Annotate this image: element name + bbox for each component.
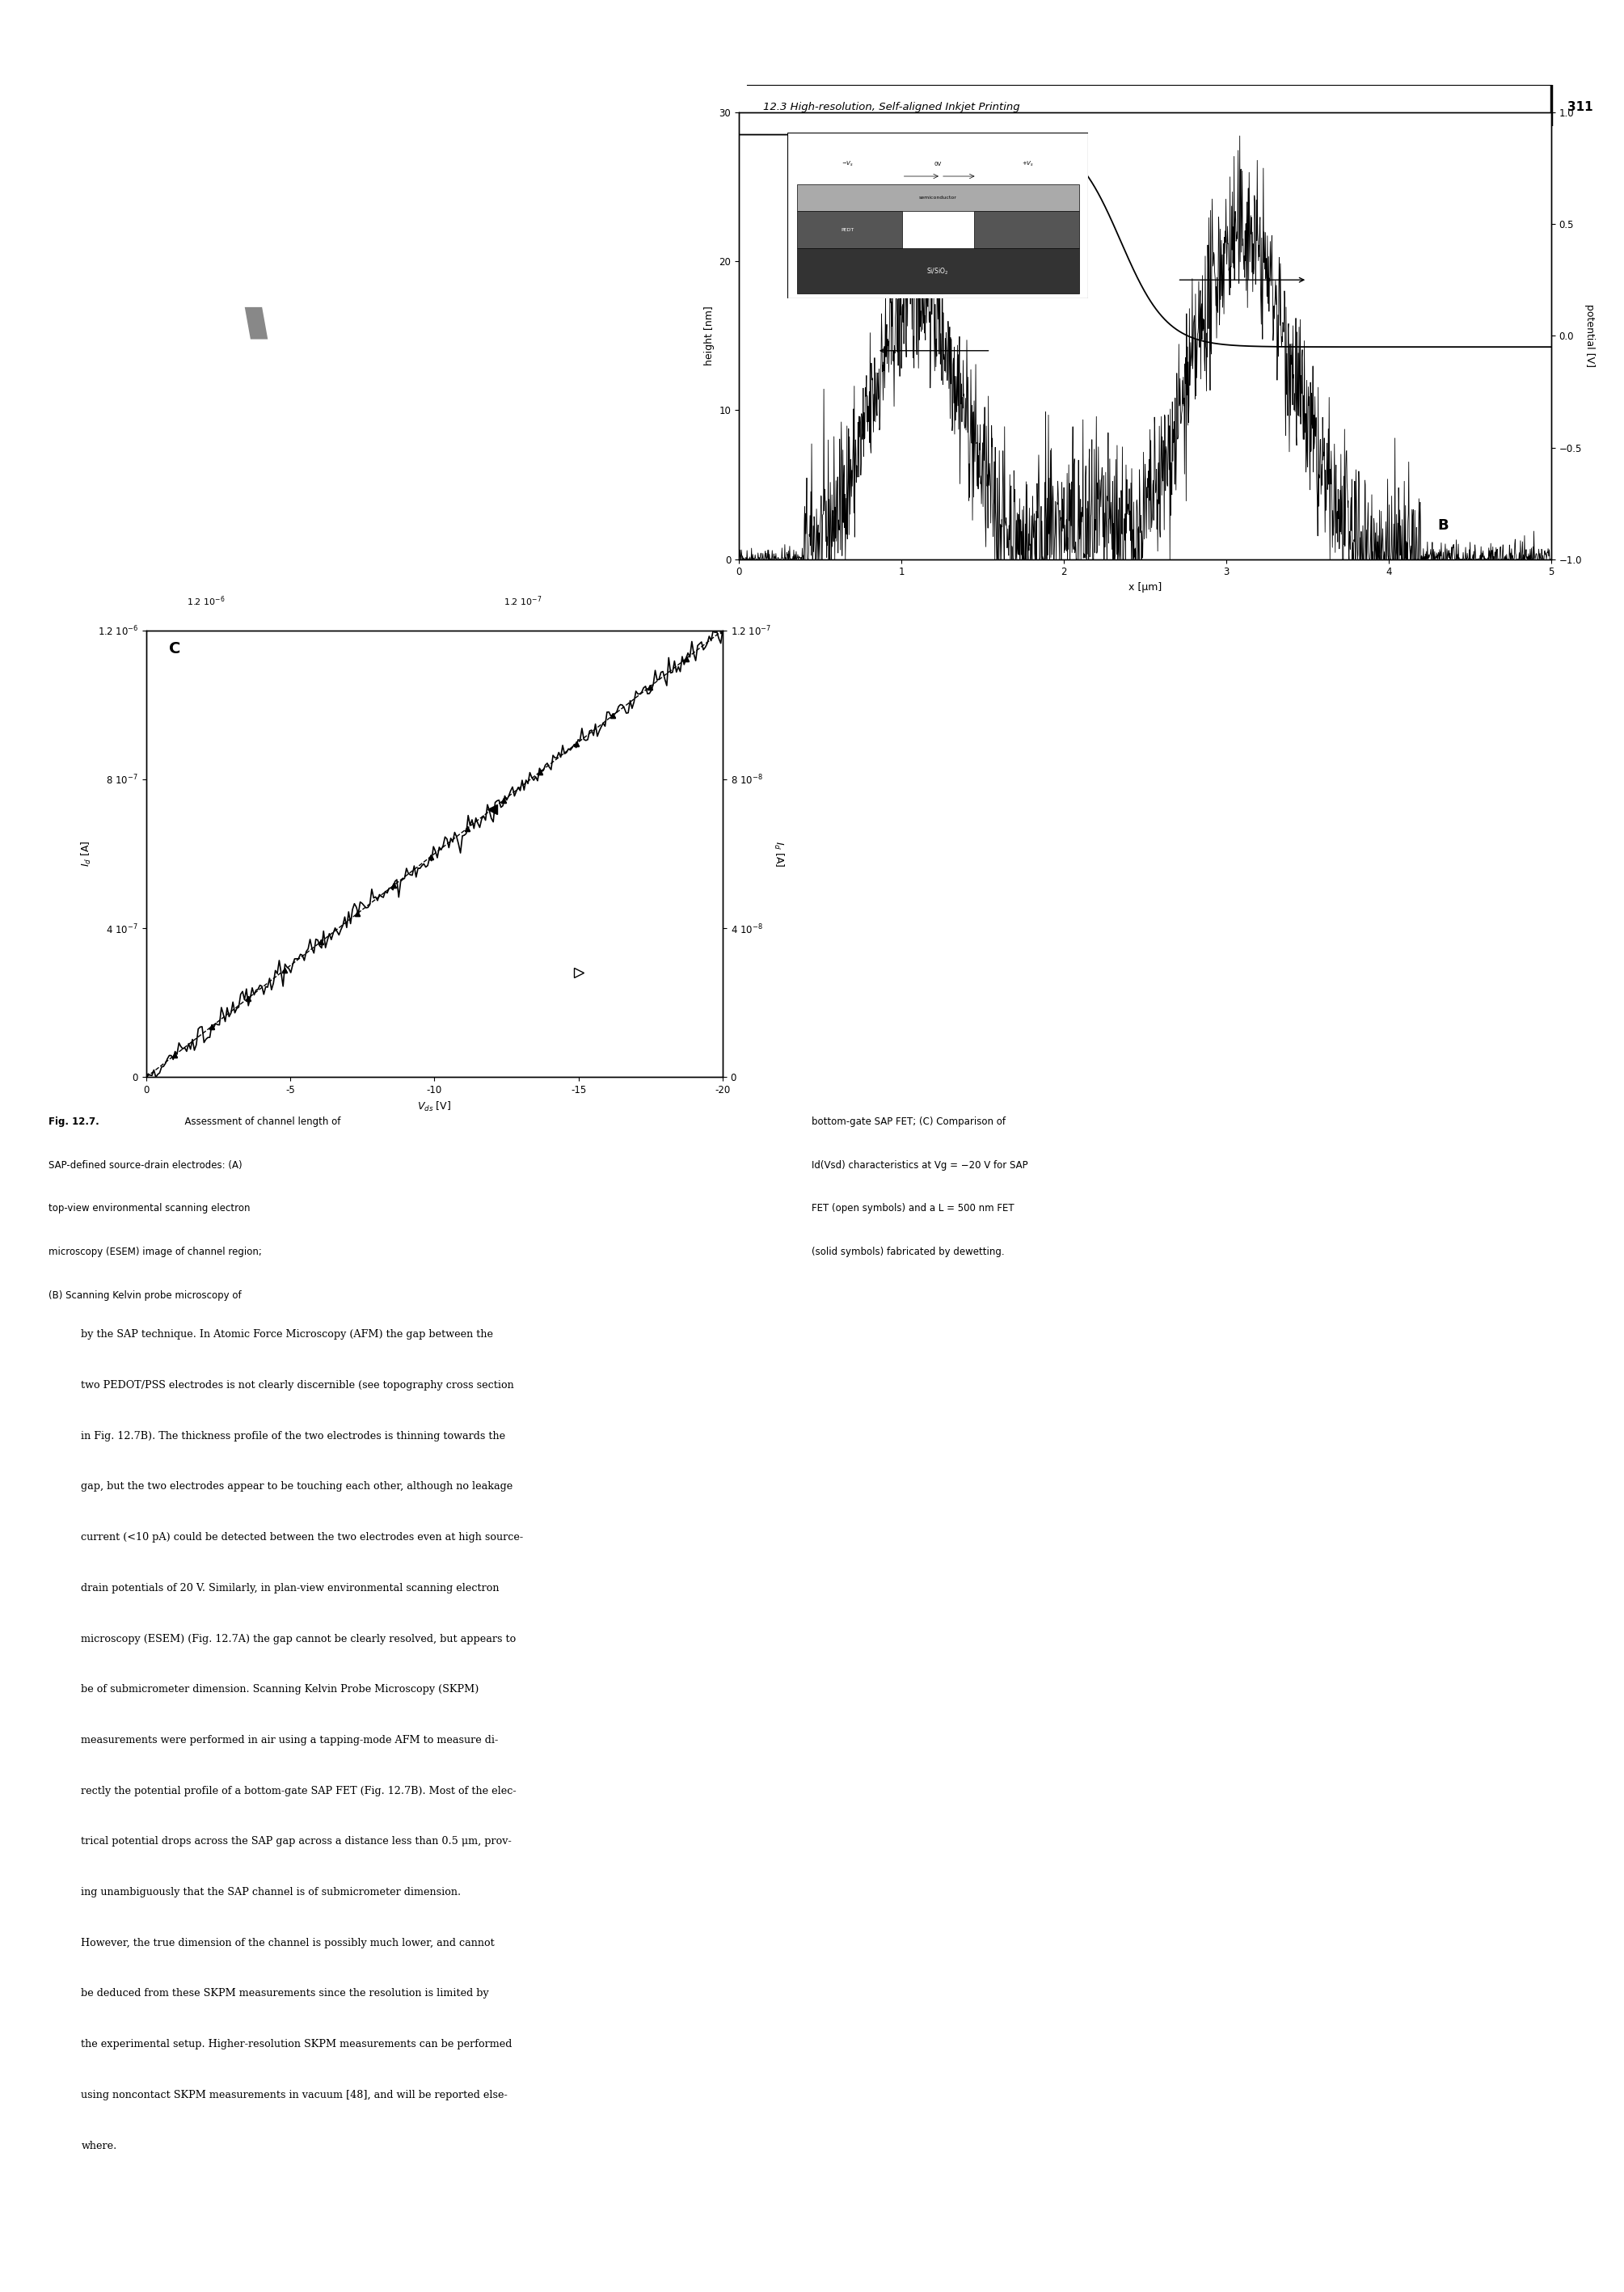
Text: Assessment of channel length of: Assessment of channel length of (179, 1116, 341, 1128)
Bar (797, 248, 1078, 293)
Y-axis label: height [nm]: height [nm] (705, 305, 715, 367)
Polygon shape (338, 101, 424, 559)
Text: SAP-defined source-drain electrodes: (A): SAP-defined source-drain electrodes: (A) (49, 1160, 242, 1171)
Text: top-view environmental scanning electron: top-view environmental scanning electron (49, 1203, 250, 1215)
Text: two PEDOT/PSS electrodes is not clearly discernible (see topography cross sectio: two PEDOT/PSS electrodes is not clearly … (81, 1380, 515, 1391)
Text: gap, but the two electrodes appear to be touching each other, although no leakag: gap, but the two electrodes appear to be… (81, 1481, 513, 1492)
Text: (solid symbols) fabricated by dewetting.: (solid symbols) fabricated by dewetting. (812, 1247, 1005, 1258)
Text: be of submicrometer dimension. Scanning Kelvin Probe Microscopy (SKPM): be of submicrometer dimension. Scanning … (81, 1685, 479, 1694)
Text: 3 D  10000x  f(2) 4 B  G   Cavendish Laboratory           7.00 kV: 3 D 10000x f(2) 4 B G Cavendish Laborato… (67, 550, 224, 555)
Text: drain potentials of 20 V. Similarly, in plan-view environmental scanning electro: drain potentials of 20 V. Similarly, in … (81, 1584, 500, 1593)
Text: 12.3 High-resolution, Self-aligned Inkjet Printing: 12.3 High-resolution, Self-aligned Inkje… (763, 103, 1020, 112)
Text: rectly the potential profile of a bottom-gate SAP FET (Fig. 12.7B). Most of the : rectly the potential profile of a bottom… (81, 1785, 516, 1797)
Text: measurements were performed in air using a tapping-mode AFM to measure di-: measurements were performed in air using… (81, 1735, 499, 1747)
Text: PEDT: PEDT (841, 227, 854, 231)
X-axis label: $V_{ds}$ [V]: $V_{ds}$ [V] (417, 1100, 451, 1114)
Y-axis label: $I_d$ [A]: $I_d$ [A] (771, 841, 784, 866)
Text: C: C (169, 642, 180, 656)
Y-axis label: potential [V]: potential [V] (1585, 305, 1595, 367)
X-axis label: x [μm]: x [μm] (1129, 582, 1161, 594)
Text: B: B (1437, 518, 1449, 532)
Text: 311: 311 (1567, 101, 1593, 115)
Text: 1.2 10$^{-7}$: 1.2 10$^{-7}$ (503, 594, 542, 607)
Polygon shape (797, 186, 1078, 211)
Text: be deduced from these SKPM measurements since the resolution is limited by: be deduced from these SKPM measurements … (81, 1989, 489, 1999)
Polygon shape (245, 307, 268, 339)
Text: 0V: 0V (934, 160, 942, 167)
Text: FET (open symbols) and a L = 500 nm FET: FET (open symbols) and a L = 500 nm FET (812, 1203, 1015, 1215)
Bar (974, 211, 1078, 248)
Text: 5 μm: 5 μm (383, 481, 412, 493)
Text: Spot Magn   Delt  WD  Exp             5 μm             Acc V: Spot Magn Delt WD Exp 5 μm Acc V (67, 534, 203, 539)
Text: Fig. 12.7.: Fig. 12.7. (49, 1116, 99, 1128)
Text: 1.2 10$^{-6}$: 1.2 10$^{-6}$ (187, 594, 226, 607)
Bar (797, 211, 901, 248)
Text: current (<10 pA) could be detected between the two electrodes even at high sourc: current (<10 pA) could be detected betwe… (81, 1531, 523, 1543)
Text: Si/SiO$_2$: Si/SiO$_2$ (927, 266, 948, 277)
Text: semiconductor: semiconductor (919, 195, 957, 199)
Text: using noncontact SKPM measurements in vacuum [48], and will be reported else-: using noncontact SKPM measurements in va… (81, 2090, 508, 2099)
Text: where.: where. (81, 2141, 117, 2150)
Text: trical potential drops across the SAP gap across a distance less than 0.5 μm, pr: trical potential drops across the SAP ga… (81, 1836, 512, 1847)
Text: However, the true dimension of the channel is possibly much lower, and cannot: However, the true dimension of the chann… (81, 1937, 495, 1948)
Y-axis label: $I_d$ [A]: $I_d$ [A] (80, 841, 93, 866)
Text: $-V_s$: $-V_s$ (841, 160, 854, 167)
Text: ing unambiguously that the SAP channel is of submicrometer dimension.: ing unambiguously that the SAP channel i… (81, 1886, 461, 1898)
Text: in Fig. 12.7B). The thickness profile of the two electrodes is thinning towards : in Fig. 12.7B). The thickness profile of… (81, 1430, 505, 1442)
Text: (B) Scanning Kelvin probe microscopy of: (B) Scanning Kelvin probe microscopy of (49, 1290, 242, 1302)
Text: A: A (67, 124, 80, 140)
Text: microscopy (ESEM) (Fig. 12.7A) the gap cannot be clearly resolved, but appears t: microscopy (ESEM) (Fig. 12.7A) the gap c… (81, 1634, 516, 1643)
Text: the experimental setup. Higher-resolution SKPM measurements can be performed: the experimental setup. Higher-resolutio… (81, 2040, 512, 2049)
Text: Id(Vsd) characteristics at Vg = −20 V for SAP: Id(Vsd) characteristics at Vg = −20 V fo… (812, 1160, 1028, 1171)
Polygon shape (175, 101, 279, 559)
Text: microscopy (ESEM) image of channel region;: microscopy (ESEM) image of channel regio… (49, 1247, 261, 1258)
Text: $+V_s$: $+V_s$ (1021, 160, 1034, 167)
Text: by the SAP technique. In Atomic Force Microscopy (AFM) the gap between the: by the SAP technique. In Atomic Force Mi… (81, 1329, 494, 1341)
Text: bottom-gate SAP FET; (C) Comparison of: bottom-gate SAP FET; (C) Comparison of (812, 1116, 1005, 1128)
